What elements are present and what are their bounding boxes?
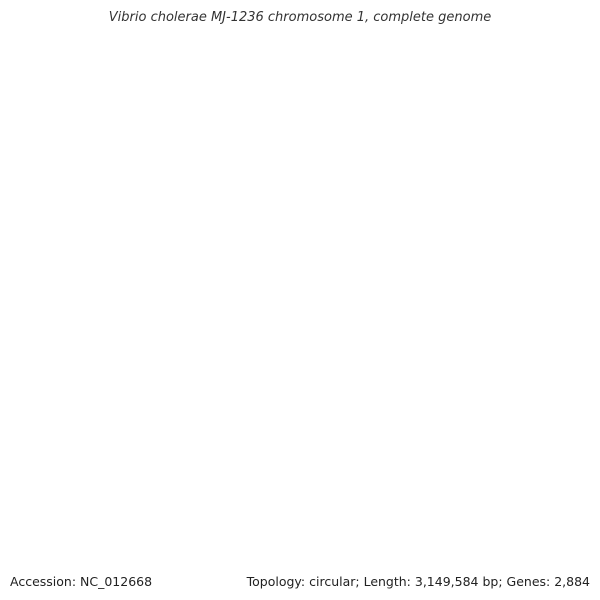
- map-title: Vibrio cholerae MJ-1236 chromosome 1, co…: [108, 10, 492, 25]
- genome-summary: Topology: circular; Length: 3,149,584 bp…: [246, 574, 590, 589]
- accession-label: Accession: NC_012668: [10, 574, 153, 589]
